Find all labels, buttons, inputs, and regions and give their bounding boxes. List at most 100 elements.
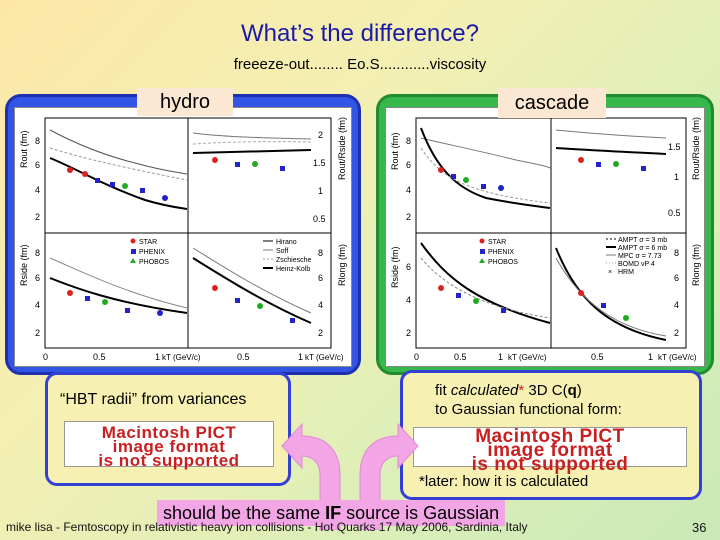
hydro-curve [192, 247, 312, 314]
cascade-ytick: 8 [406, 136, 411, 146]
hydro-ytick: 8 [35, 136, 40, 146]
cascade-legend-model: MPC σ = 7.73 [618, 253, 662, 260]
hydro-rtick: 4 [318, 300, 323, 310]
cascade-label: cascade [498, 88, 606, 118]
hydro-xtick: 1 [298, 352, 303, 362]
pict-line: image format [112, 437, 226, 456]
cascade-curve [555, 147, 667, 155]
hydro-curve [192, 257, 312, 324]
pict-line: is not supported [98, 451, 240, 470]
cascade-curve [420, 137, 551, 169]
cascade-frame-tl [415, 117, 552, 234]
hydro-rtick: 0.5 [313, 214, 326, 224]
pict-placeholder-right: Macintosh PICT image format is not suppo… [413, 426, 687, 474]
hydro-curve [49, 257, 188, 309]
hydro-ytick: 6 [35, 273, 40, 283]
hydro-curve [192, 132, 312, 140]
hydro-frame-br [187, 232, 332, 349]
cascade-xtick: 1 [648, 352, 653, 362]
hydro-xtick: 0.5 [237, 352, 250, 362]
hydro-legend-data: PHOBOS [139, 259, 169, 266]
cascade-rtick: 4 [674, 300, 679, 310]
cascade-legend-model: AMPT σ = 3 mb [618, 237, 667, 244]
fit-info-box: fit calculated* 3D C(q) to Gaussian func… [400, 370, 702, 500]
cascade-rtick: 1 [674, 172, 679, 182]
pict-line: Macintosh PICT [101, 423, 237, 442]
hydro-rtick: 2 [318, 130, 323, 140]
page-number: 36 [692, 520, 707, 535]
cascade-curve [555, 129, 667, 139]
cascade-ylabel-bottom: Rside (fm) [390, 246, 400, 288]
legend-phenix-marker [480, 249, 485, 254]
cascade-rtick: 1.5 [668, 142, 681, 152]
legend-phobos-marker [479, 258, 485, 263]
hydro-curve [49, 147, 188, 181]
hydro-curve [49, 129, 188, 175]
cascade-curve [420, 257, 551, 319]
cascade-frame-br [550, 232, 687, 349]
cascade-rtick: 8 [674, 248, 679, 258]
hydro-xlabel: kT (GeV/c) [305, 353, 344, 362]
cascade-panel: Rout (fm) Rside (fm) Rout/Rside (fm) Rlo… [376, 94, 714, 375]
slide-title: What’s the difference? [241, 20, 479, 47]
hydro-ytick: 6 [35, 160, 40, 170]
cascade-xlabel: kT (GeV/c) [508, 353, 547, 362]
hydro-curve [192, 149, 312, 154]
hydro-ylabel-top: Rout (fm) [19, 130, 29, 168]
hydro-legend-model: Hirano [276, 239, 297, 246]
cascade-curve [420, 147, 551, 204]
cascade-xlabel: kT (GeV/c) [658, 353, 697, 362]
hydro-rlabel-top: Rout/Rside (fm) [337, 117, 347, 180]
cascade-legend-data: PHENIX [488, 249, 514, 256]
legend-star-icon: × [608, 269, 612, 276]
hydro-ytick: 4 [35, 300, 40, 310]
hydro-label: hydro [137, 88, 233, 116]
cascade-rtick: 6 [674, 273, 679, 283]
cascade-rlabel-bottom: Rlong (fm) [691, 244, 701, 286]
hydro-legend-data: PHENIX [139, 249, 165, 256]
legend-star-marker [479, 238, 485, 244]
hydro-xtick: 0.5 [93, 352, 106, 362]
cascade-xtick: 0.5 [591, 352, 604, 362]
hydro-plot: Rout (fm) Rside (fm) Rout/Rside (fm) Rlo… [14, 107, 352, 367]
hydro-rtick: 8 [318, 248, 323, 258]
pict-placeholder-left: Macintosh PICT image format is not suppo… [64, 421, 274, 470]
cascade-xtick: 1 [498, 352, 503, 362]
hydro-xtick: 1 [155, 352, 160, 362]
cascade-xtick: 0 [414, 352, 419, 362]
cascade-rtick: 2 [674, 328, 679, 338]
conclusion-banner: should be the same IF source is Gaussian [157, 500, 506, 526]
hydro-ytick: 2 [35, 212, 40, 222]
hydro-legend-model: Zschiesche [276, 257, 312, 264]
cascade-data-points [438, 157, 646, 321]
legend-phenix-marker [131, 249, 136, 254]
cascade-curve [420, 242, 551, 324]
cascade-legend-model: AMPT σ = 6 mb [618, 245, 667, 252]
pict-line: is not supported [471, 454, 629, 475]
hydro-curve [49, 277, 188, 314]
hydro-xlabel: kT (GeV/c) [162, 353, 201, 362]
cascade-legend-model: HRM [618, 269, 634, 276]
hbt-text: “HBT radii” from variances [60, 391, 247, 408]
cascade-ytick: 6 [406, 160, 411, 170]
hydro-ylabel-bottom: Rside (fm) [19, 244, 29, 286]
hydro-panel: Rout (fm) Rside (fm) Rout/Rside (fm) Rlo… [5, 94, 361, 375]
pict-line: Macintosh PICT [475, 426, 625, 447]
cascade-curve [555, 247, 667, 341]
hydro-rtick: 1 [318, 186, 323, 196]
hydro-ytick: 4 [35, 185, 40, 195]
slide-subtitle: freeeze-out........ Eo.S............visc… [233, 56, 487, 73]
cascade-legend-data: PHOBOS [488, 259, 518, 266]
hydro-legend-data: STAR [139, 239, 157, 246]
cascade-rtick: 0.5 [668, 208, 681, 218]
cascade-xtick: 0.5 [454, 352, 467, 362]
hydro-curve [192, 141, 312, 145]
legend-star-marker [130, 238, 136, 244]
cascade-ytick: 2 [406, 328, 411, 338]
cascade-plot: Rout (fm) Rside (fm) Rout/Rside (fm) Rlo… [385, 107, 705, 367]
legend-phobos-marker [130, 258, 136, 263]
cascade-rlabel-top: Rout/Rside (fm) [691, 117, 701, 180]
cascade-ytick: 6 [406, 262, 411, 272]
cascade-ylabel-top: Rout (fm) [390, 132, 400, 170]
hydro-legend-model: Soff [276, 248, 288, 255]
